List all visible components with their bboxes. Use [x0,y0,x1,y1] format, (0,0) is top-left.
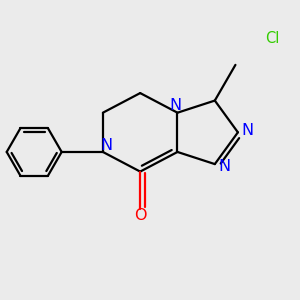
Text: Cl: Cl [266,32,280,46]
Text: N: N [219,159,231,174]
Text: N: N [101,138,113,153]
Text: N: N [169,98,181,113]
Text: O: O [134,208,146,223]
Text: N: N [242,123,254,138]
